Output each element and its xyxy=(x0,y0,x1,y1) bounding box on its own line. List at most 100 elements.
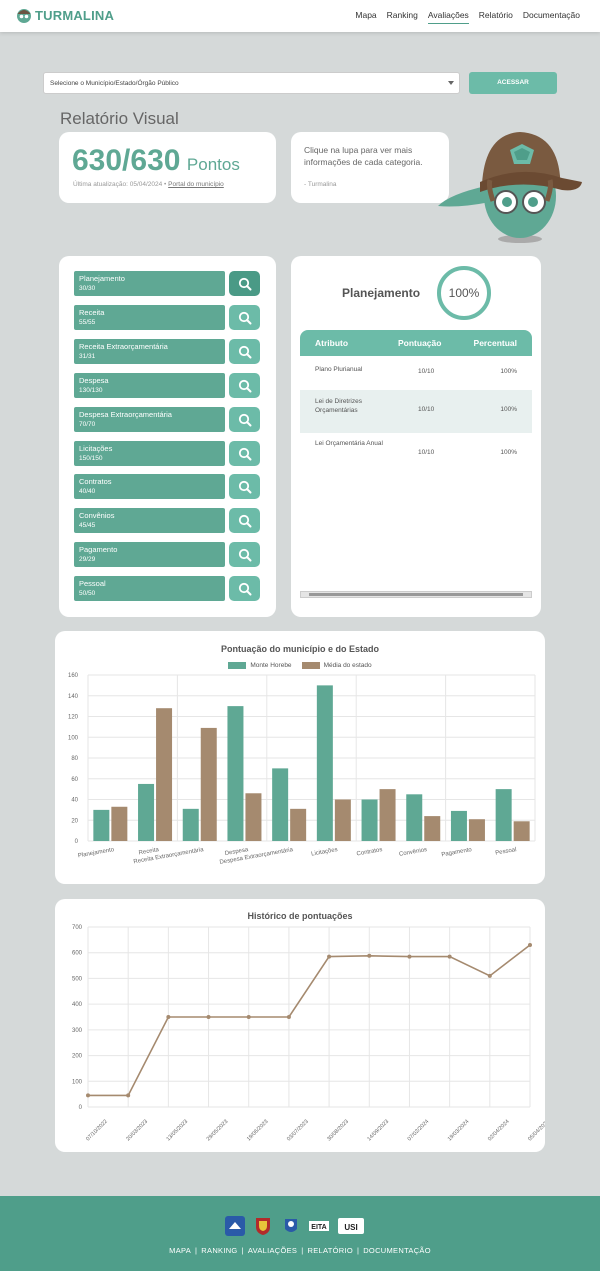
eita-logo[interactable]: EITA xyxy=(309,1216,329,1236)
portal-link[interactable]: Portal do município xyxy=(168,181,224,188)
bar xyxy=(227,706,244,841)
nav-item-relatorio[interactable]: Relatório xyxy=(478,10,513,20)
search-icon xyxy=(238,311,251,324)
bar xyxy=(138,783,155,841)
y-tick-label: 100 xyxy=(72,1079,83,1085)
percent-label: 100% xyxy=(449,286,480,300)
category-score: 45/45 xyxy=(79,522,96,529)
footer-link-ranking[interactable]: RANKING xyxy=(201,1246,238,1255)
footer-link-documentacao[interactable]: DOCUMENTAÇÃO xyxy=(363,1246,431,1255)
category-search-button[interactable] xyxy=(229,271,260,296)
scrollbar-thumb[interactable] xyxy=(309,593,523,596)
y-tick-label: 20 xyxy=(71,818,78,824)
table-row: Plano Plurianual 10/10 100% xyxy=(300,356,532,390)
category-row: Licitações 150/150 xyxy=(74,441,260,466)
category-search-button[interactable] xyxy=(229,474,260,499)
category-name: Receita xyxy=(79,308,105,317)
data-point xyxy=(528,943,532,947)
search-icon xyxy=(238,582,251,595)
tip-signature: - Turmalina xyxy=(304,181,337,188)
category-bar: Pagamento 29/29 xyxy=(74,542,225,567)
y-tick-label: 140 xyxy=(68,694,79,700)
data-point xyxy=(447,954,452,959)
nav-item-ranking[interactable]: Ranking xyxy=(386,10,418,20)
line-chart-title: Histórico de pontuações xyxy=(247,911,353,921)
category-bar: Receita Extraorçamentária 31/31 xyxy=(74,339,225,364)
search-icon xyxy=(238,447,251,460)
bar xyxy=(450,810,467,841)
brand-logo[interactable]: TURMALINA xyxy=(16,7,114,23)
category-search-button[interactable] xyxy=(229,576,260,601)
category-bar: Despesa Extraorçamentária 70/70 xyxy=(74,407,225,432)
category-search-button[interactable] xyxy=(229,542,260,567)
category-row: Receita Extraorçamentária 31/31 xyxy=(74,339,260,364)
bar xyxy=(156,708,173,841)
bar-chart-legend: Monte Horebe Média do estado xyxy=(55,662,545,669)
bar xyxy=(111,806,128,841)
svg-text:USI: USI xyxy=(344,1223,357,1232)
uepb-shield-logo[interactable] xyxy=(253,1216,273,1236)
bar xyxy=(290,808,307,841)
data-point xyxy=(206,1015,211,1019)
category-search-button[interactable] xyxy=(229,407,260,432)
category-score: 70/70 xyxy=(79,421,96,428)
bar-chart-card: Pontuação do município e do Estado Monte… xyxy=(55,631,545,884)
last-update-text: Última atualização: 05/04/2024 • xyxy=(73,181,167,188)
category-search-button[interactable] xyxy=(229,373,260,398)
category-search-button[interactable] xyxy=(229,508,260,533)
table-row: Lei de Diretrizes Orçamentárias 10/10 10… xyxy=(300,390,532,433)
footer-link-mapa[interactable]: MAPA xyxy=(169,1246,192,1255)
detail-title: Planejamento xyxy=(342,286,421,300)
access-button[interactable]: ACESSAR xyxy=(469,72,557,94)
x-tick-label: 19/03/2024 xyxy=(447,1119,471,1143)
category-name: Despesa xyxy=(79,376,109,385)
category-search-button[interactable] xyxy=(229,339,260,364)
y-tick-label: 120 xyxy=(68,715,79,721)
entity-select-placeholder: Selecione o Município/Estado/Órgão Públi… xyxy=(50,80,179,87)
y-tick-label: 160 xyxy=(68,673,79,679)
y-tick-label: 60 xyxy=(71,777,78,783)
bar xyxy=(272,768,289,841)
category-search-button[interactable] xyxy=(229,305,260,330)
nav-item-mapa[interactable]: Mapa xyxy=(355,10,377,20)
category-name: Licitações xyxy=(79,444,113,453)
percent-ring: 100% xyxy=(437,266,491,320)
category-bar: Receita 55/55 xyxy=(74,305,225,330)
seed-logo[interactable] xyxy=(225,1216,245,1236)
category-search-button[interactable] xyxy=(229,441,260,466)
data-point xyxy=(487,973,492,978)
ufpb-logo[interactable] xyxy=(281,1216,301,1236)
footer-link-avaliacoes[interactable]: AVALIAÇÕES xyxy=(247,1246,298,1255)
legend-label: Média do estado xyxy=(323,662,372,670)
legend-item[interactable]: Média do estado xyxy=(301,662,372,670)
data-point xyxy=(86,1093,90,1098)
data-point xyxy=(166,1015,171,1019)
column-header-percent: Percentual xyxy=(473,338,517,348)
table-row: Lei Orçamentária Anual 10/10 100% xyxy=(300,433,532,475)
footer-link-relatorio[interactable]: RELATÓRIO xyxy=(307,1246,353,1255)
usi-logo[interactable]: USI xyxy=(337,1216,365,1236)
nav-item-avaliacoes[interactable]: Avaliações xyxy=(427,10,469,24)
bar xyxy=(379,789,396,841)
bar xyxy=(316,685,333,841)
nav-item-documentacao[interactable]: Documentação xyxy=(522,10,580,20)
table-horizontal-scrollbar[interactable] xyxy=(300,591,532,598)
detail-table-header: Atributo Pontuação Percentual xyxy=(300,330,532,356)
category-detail-card: Planejamento 100% Atributo Pontuação Per… xyxy=(291,256,541,617)
category-row: Planejamento 30/30 xyxy=(74,271,260,296)
turmalina-mascot-illustration xyxy=(438,132,582,243)
svg-text:EITA: EITA xyxy=(311,1224,326,1231)
y-tick-label: 300 xyxy=(72,1028,83,1034)
table-cell-score: 10/10 xyxy=(418,406,435,413)
column-header-score: Pontuação xyxy=(398,338,442,348)
entity-select[interactable]: Selecione o Município/Estado/Órgão Públi… xyxy=(43,72,460,94)
x-tick-label: 30/08/2023 xyxy=(326,1119,350,1143)
legend-item[interactable]: Monte Horebe xyxy=(228,662,292,669)
bar xyxy=(495,789,512,841)
category-bar: Convênios 45/45 xyxy=(74,508,225,533)
data-point xyxy=(246,1015,251,1019)
legend-swatch xyxy=(301,662,320,669)
bar xyxy=(513,821,530,841)
tip-text: Clique na lupa para ver mais informações… xyxy=(304,145,423,167)
category-bar: Despesa 130/130 xyxy=(74,373,225,398)
